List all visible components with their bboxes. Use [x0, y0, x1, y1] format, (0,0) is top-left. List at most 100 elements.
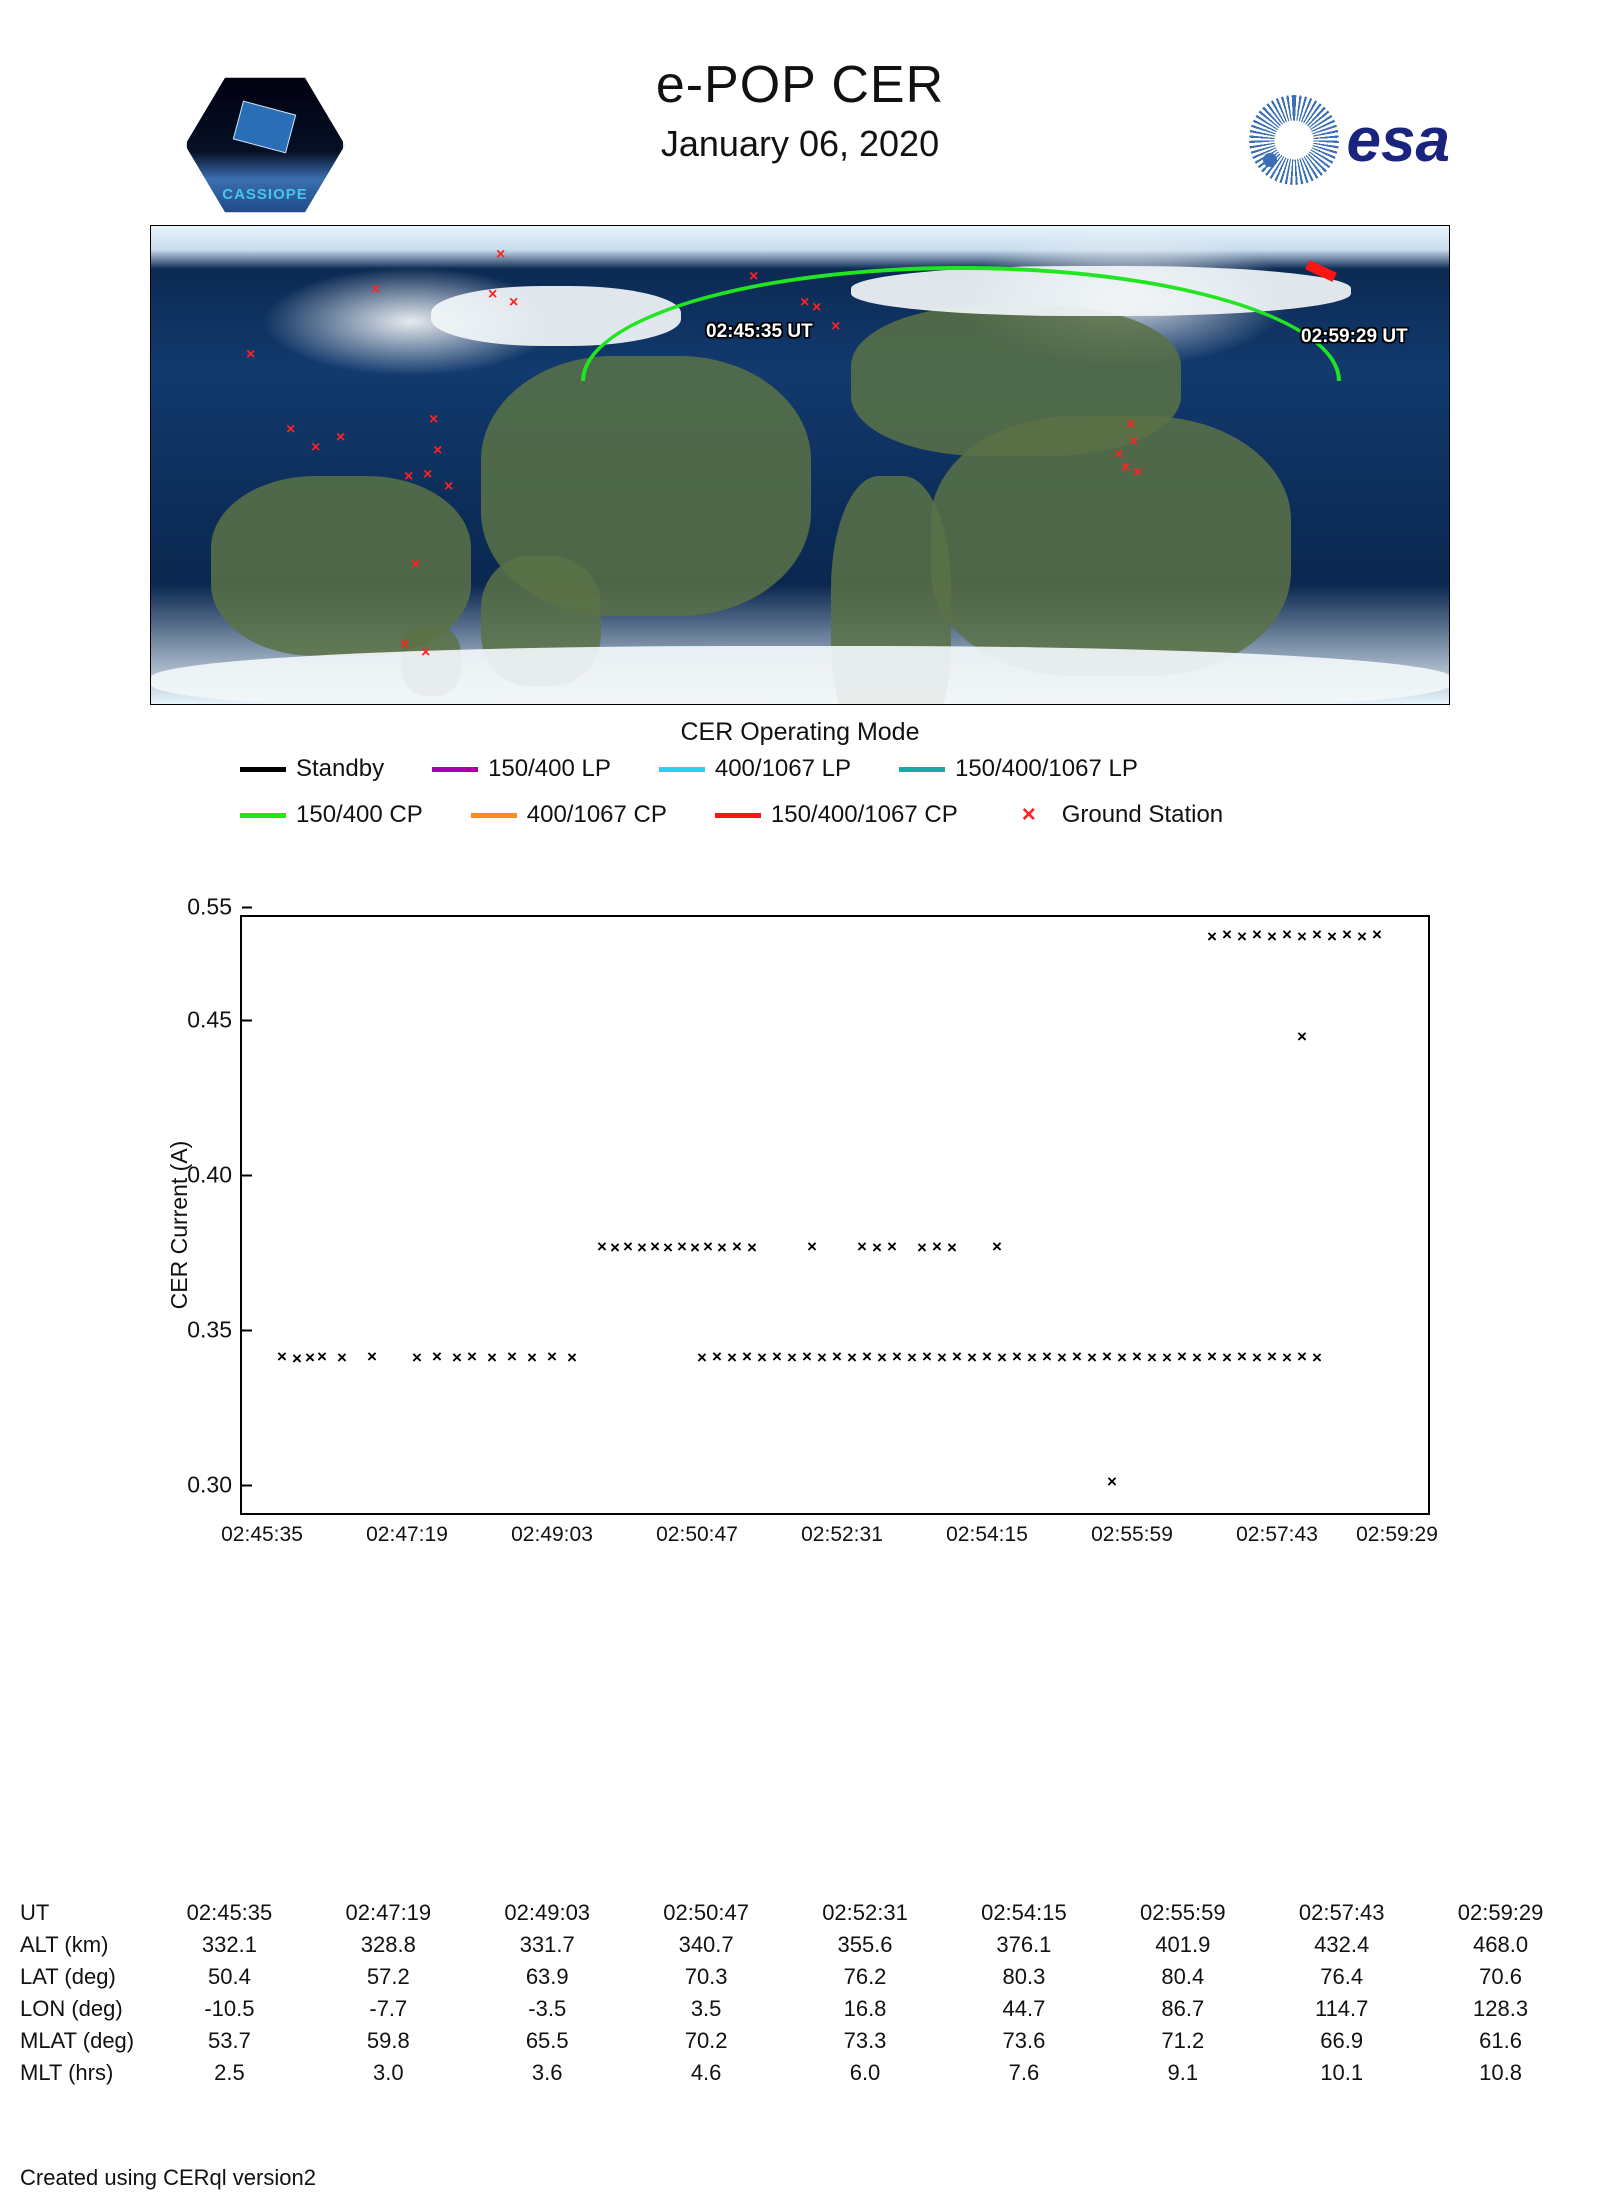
- y-tick-label: 0.55: [187, 894, 242, 921]
- data-point: ×: [467, 1347, 477, 1367]
- x-tick-label: 02:54:15: [946, 1513, 1028, 1547]
- data-point: ×: [1312, 1348, 1322, 1368]
- data-point: ×: [727, 1348, 737, 1368]
- ground-station-marker: ×: [311, 439, 320, 457]
- data-point: ×: [610, 1238, 620, 1258]
- chart-plot-area[interactable]: 0.30 0.35 0.40 0.45 0.50 0.55 0.30 02:45…: [240, 915, 1430, 1515]
- ground-station-marker: ×: [371, 281, 380, 299]
- data-point: ×: [1252, 1348, 1262, 1368]
- data-point: ×: [1027, 1348, 1037, 1368]
- table-row-lat: LAT (deg) 50.4 57.2 63.9 70.3 76.2 80.3 …: [20, 1964, 1580, 1990]
- data-point: ×: [1102, 1347, 1112, 1367]
- mode-legend: Standby 150/400 LP 400/1067 LP 150/400/1…: [240, 755, 1440, 847]
- table-row-mlt: MLT (hrs) 2.5 3.0 3.6 4.6 6.0 7.6 9.1 10…: [20, 2060, 1580, 2086]
- ground-station-marker: ×: [831, 318, 840, 336]
- data-point: ×: [597, 1237, 607, 1257]
- ground-station-marker: ×: [336, 429, 345, 447]
- x-tick-label: 02:57:43: [1236, 1513, 1318, 1547]
- data-point: ×: [567, 1348, 577, 1368]
- data-point: ×: [527, 1348, 537, 1368]
- data-point: ×: [732, 1237, 742, 1257]
- data-point: ×: [547, 1347, 557, 1367]
- header-section: CASSIOPE e-POP CER January 06, 2020 esa: [0, 0, 1600, 200]
- data-point: ×: [637, 1238, 647, 1258]
- data-point: ×: [742, 1347, 752, 1367]
- legend-item-150-400-lp: 150/400 LP: [432, 755, 611, 783]
- data-point: ×: [337, 1348, 347, 1368]
- orbit-end-label: 02:59:29 UT: [1301, 326, 1408, 348]
- data-point: ×: [1042, 1347, 1052, 1367]
- x-tick-label: 02:50:47: [656, 1513, 738, 1547]
- data-point: ×: [1267, 1347, 1277, 1367]
- data-point: ×: [1282, 1348, 1292, 1368]
- ground-station-marker: ×: [812, 299, 821, 317]
- esa-dot-icon: [1263, 153, 1277, 167]
- data-point: ×: [862, 1347, 872, 1367]
- data-point: ×: [907, 1348, 917, 1368]
- esa-wordmark: esa: [1347, 105, 1450, 176]
- data-point: ×: [1327, 927, 1337, 947]
- footer-credit: Created using CERql version2: [20, 2165, 316, 2191]
- ground-station-marker: ×: [246, 346, 255, 364]
- data-point: ×: [922, 1347, 932, 1367]
- ground-station-marker: ×: [423, 466, 432, 484]
- data-point: ×: [1357, 927, 1367, 947]
- data-point: ×: [677, 1237, 687, 1257]
- ground-station-marker: ×: [286, 421, 295, 439]
- data-point: ×: [1372, 925, 1382, 945]
- data-point: ×: [690, 1238, 700, 1258]
- ground-station-marker: ×: [421, 644, 430, 662]
- ground-station-marker: ×: [444, 478, 453, 496]
- legend-item-standby: Standby: [240, 755, 384, 783]
- y-tick-label: 0.40: [187, 1162, 242, 1189]
- data-point-outlier: ×: [1297, 1027, 1307, 1047]
- data-point: ×: [1177, 1347, 1187, 1367]
- data-point: ×: [747, 1238, 757, 1258]
- legend-item-150-400-1067-lp: 150/400/1067 LP: [899, 755, 1138, 783]
- data-point: ×: [305, 1348, 315, 1368]
- data-point: ×: [1342, 925, 1352, 945]
- x-tick-label: 02:55:59: [1091, 1513, 1173, 1547]
- data-point: ×: [1282, 925, 1292, 945]
- table-row-alt: ALT (km) 332.1 328.8 331.7 340.7 355.6 3…: [20, 1932, 1580, 1958]
- data-point: ×: [1297, 927, 1307, 947]
- ground-station-marker: ×: [400, 636, 409, 654]
- table-row-mlat: MLAT (deg) 53.7 59.8 65.5 70.2 73.3 73.6…: [20, 2028, 1580, 2054]
- data-point: ×: [997, 1348, 1007, 1368]
- legend-item-400-1067-lp: 400/1067 LP: [659, 755, 851, 783]
- ground-station-marker: ×: [429, 411, 438, 429]
- data-point: ×: [932, 1237, 942, 1257]
- data-point: ×: [832, 1347, 842, 1367]
- data-point: ×: [947, 1238, 957, 1258]
- ground-station-marker: ×: [411, 556, 420, 574]
- ground-station-marker: ×: [496, 246, 505, 264]
- data-point: ×: [1057, 1348, 1067, 1368]
- ground-station-x-icon: ×: [1006, 801, 1052, 829]
- data-point-outlier: ×: [1107, 1472, 1117, 1492]
- data-point: ×: [663, 1238, 673, 1258]
- ground-station-marker: ×: [1133, 464, 1142, 482]
- data-point: ×: [452, 1348, 462, 1368]
- data-point: ×: [1237, 927, 1247, 947]
- data-point: ×: [703, 1237, 713, 1257]
- ground-station-marker: ×: [404, 468, 413, 486]
- x-tick-label: 02:59:29: [1356, 1513, 1438, 1547]
- data-point: ×: [1012, 1347, 1022, 1367]
- data-point: ×: [487, 1348, 497, 1368]
- table-row-ut: UT 02:45:35 02:47:19 02:49:03 02:50:47 0…: [20, 1900, 1580, 1926]
- ground-station-marker: ×: [800, 294, 809, 312]
- data-point: ×: [1312, 925, 1322, 945]
- table-row-lon: LON (deg) -10.5 -7.7 -3.5 3.5 16.8 44.7 …: [20, 1996, 1580, 2022]
- data-point: ×: [937, 1348, 947, 1368]
- data-point: ×: [952, 1347, 962, 1367]
- data-point: ×: [367, 1347, 377, 1367]
- legend-item-150-400-1067-cp: 150/400/1067 CP: [715, 801, 958, 829]
- data-point: ×: [1297, 1347, 1307, 1367]
- y-tick-label: 0.30: [187, 1472, 242, 1499]
- data-point: ×: [292, 1349, 302, 1369]
- data-point: ×: [807, 1237, 817, 1257]
- data-point: ×: [757, 1348, 767, 1368]
- data-point: ×: [277, 1347, 287, 1367]
- ground-station-marker: ×: [749, 268, 758, 286]
- data-point: ×: [1162, 1348, 1172, 1368]
